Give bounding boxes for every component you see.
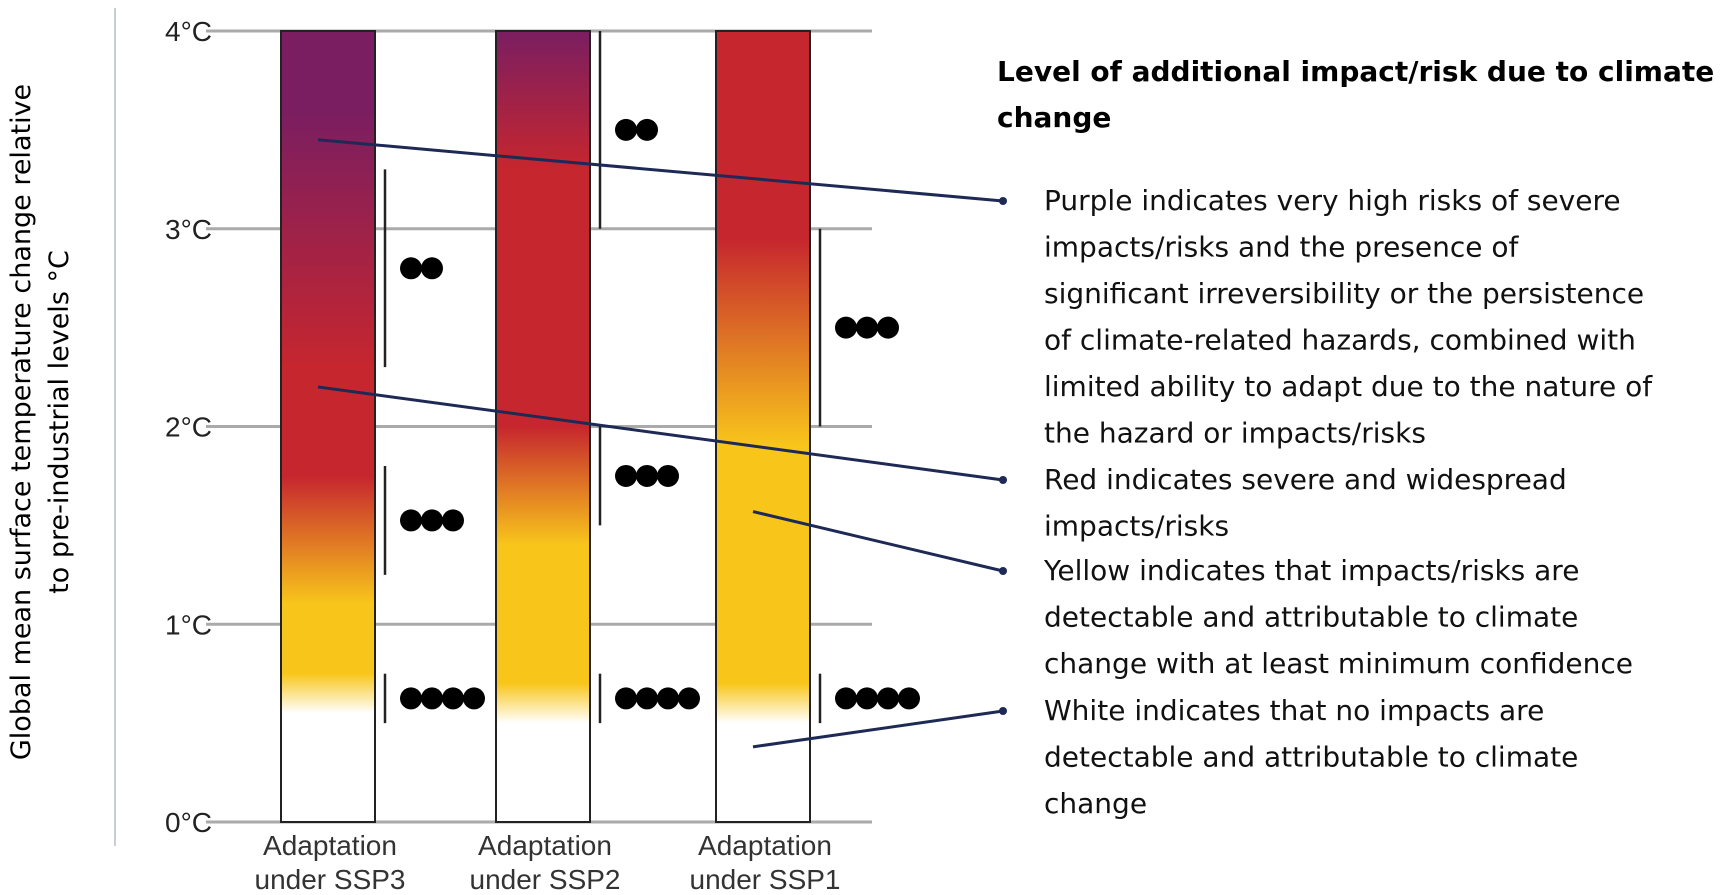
leader-line <box>317 138 1004 203</box>
bars <box>280 30 811 823</box>
leader-lines <box>317 138 1004 749</box>
legend-entries: Purple indicates very high risks of seve… <box>999 184 1653 820</box>
legend-title-line1: Level of additional impact/risk due to c… <box>997 55 1714 88</box>
legend-text-line: of climate-related hazards, combined wit… <box>1044 324 1636 357</box>
legend-bullet <box>999 707 1007 715</box>
confidence-dot <box>835 316 857 339</box>
confidence-dot <box>400 687 422 710</box>
y-tick-labels: 0°C 1°C 2°C 3°C 4°C <box>165 16 212 838</box>
confidence-dot <box>856 687 878 710</box>
confidence-dot <box>636 687 658 710</box>
x-tick-label-line1: Adaptation <box>478 830 612 861</box>
risk-bar <box>280 30 376 823</box>
legend-text-line: impacts/risks <box>1044 510 1229 543</box>
leader-line <box>752 510 1004 573</box>
confidence-dot <box>898 687 920 710</box>
confidence-dot <box>877 316 899 339</box>
confidence-dot <box>657 464 679 487</box>
confidence-dot <box>657 687 679 710</box>
legend-text-line: significant irreversibility or the persi… <box>1044 277 1644 310</box>
legend-text-line: detectable and attributable to climate <box>1044 601 1578 634</box>
legend-text-line: Yellow indicates that impacts/risks are <box>1043 554 1579 587</box>
y-tick-label: 3°C <box>165 214 212 245</box>
x-tick-label-line2: under SSP2 <box>470 864 621 895</box>
y-axis-title: Global mean surface temperature change r… <box>6 84 75 760</box>
confidence-dot <box>615 464 637 487</box>
y-tick-label: 1°C <box>165 609 212 640</box>
risk-bar <box>715 30 811 823</box>
legend-text-line: the hazard or impacts/risks <box>1044 417 1426 450</box>
confidence-dot <box>678 687 700 710</box>
risk-bar <box>495 30 591 823</box>
confidence-dot <box>400 257 422 280</box>
confidence-dot <box>615 118 637 141</box>
confidence-dot <box>400 509 422 532</box>
x-tick-label-line1: Adaptation <box>263 830 397 861</box>
confidence-dot <box>442 687 464 710</box>
confidence-dot <box>636 118 658 141</box>
legend-title-line2: change <box>997 101 1111 134</box>
confidence-dot <box>615 687 637 710</box>
confidence-dot <box>442 509 464 532</box>
legend-text-line: impacts/risks and the presence of <box>1044 231 1520 264</box>
y-tick-label: 4°C <box>165 16 212 47</box>
legend-text-line: limited ability to adapt due to the natu… <box>1044 370 1653 403</box>
legend-bullet <box>999 567 1007 575</box>
confidence-dot <box>835 687 857 710</box>
confidence-dot <box>421 509 443 532</box>
legend-text-line: Purple indicates very high risks of seve… <box>1044 184 1621 217</box>
confidence-dot <box>421 257 443 280</box>
legend-bullet <box>999 197 1007 205</box>
confidence-dot <box>877 687 899 710</box>
legend-text-line: Red indicates severe and widespread <box>1044 463 1567 496</box>
x-tick-label-line2: under SSP1 <box>690 864 841 895</box>
confidence-dot <box>856 316 878 339</box>
x-tick-label-line2: under SSP3 <box>255 864 406 895</box>
y-axis-title-line2: to pre-industrial levels °C <box>44 250 75 594</box>
leader-line <box>317 385 1004 482</box>
legend-text-line: change with at least minimum confidence <box>1044 647 1633 680</box>
confidence-dot <box>463 687 485 710</box>
y-tick-label: 2°C <box>165 412 212 443</box>
x-tick-label-line1: Adaptation <box>698 830 832 861</box>
leader-line <box>752 709 1004 749</box>
legend-bullet <box>999 476 1007 484</box>
confidence-dot <box>421 687 443 710</box>
confidence-indicators <box>383 31 920 724</box>
y-axis-title-line1: Global mean surface temperature change r… <box>6 84 37 760</box>
confidence-dot <box>636 464 658 487</box>
legend: Level of additional impact/risk due to c… <box>997 55 1714 820</box>
legend-text-line: change <box>1044 787 1147 820</box>
legend-text-line: detectable and attributable to climate <box>1044 741 1578 774</box>
legend-text-line: White indicates that no impacts are <box>1044 694 1544 727</box>
y-tick-label: 0°C <box>165 807 212 838</box>
